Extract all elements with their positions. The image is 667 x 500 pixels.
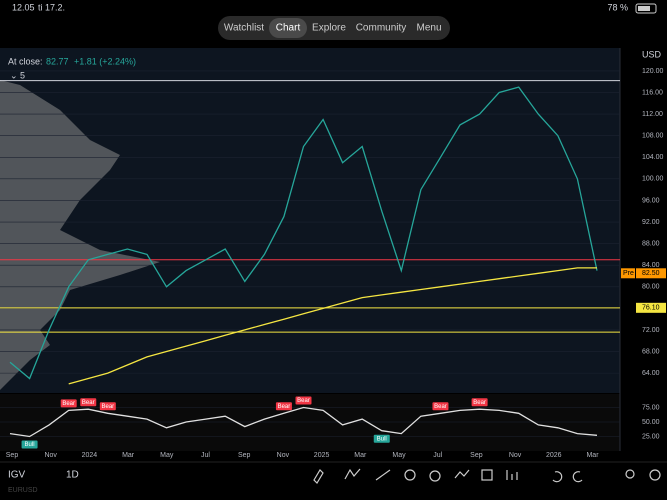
- close-label: At close:: [8, 56, 43, 66]
- signal-label: Bull: [377, 436, 387, 442]
- signal-label: Bear: [278, 404, 291, 410]
- y-tick-label: 25.00: [642, 433, 660, 440]
- price-tag: [636, 268, 666, 279]
- price-tag-prefix: Pre: [623, 270, 634, 277]
- nav-tab[interactable]: Explore: [312, 23, 346, 34]
- series-line: [9, 406, 598, 438]
- status-date: ti 17.2.: [38, 2, 65, 12]
- line-tool[interactable]: [375, 469, 391, 481]
- signal-label: Bull: [25, 442, 35, 448]
- x-tick-label: Jul: [433, 452, 442, 459]
- status-battery: 78 %: [607, 2, 628, 12]
- toolbar-icons: [313, 468, 661, 484]
- y-tick-label: 68.00: [642, 348, 660, 355]
- signal-label: Bear: [82, 400, 95, 406]
- x-tick-label: Sep: [470, 452, 483, 459]
- battery-icon: [635, 3, 657, 14]
- x-tick-label: Jul: [201, 452, 210, 459]
- y-tick-label: 88.00: [642, 240, 660, 247]
- signal-badge: [99, 402, 116, 411]
- x-tick-label: Nov: [44, 452, 57, 459]
- watch-symbol: EURUSD: [8, 487, 38, 494]
- nav-tab[interactable]: Community: [356, 23, 407, 34]
- signal-badge: [373, 434, 390, 443]
- x-tick-label: Mar: [122, 452, 135, 459]
- symbol[interactable]: IGV: [8, 470, 26, 481]
- active-tab: [269, 18, 307, 38]
- add-tool[interactable]: [404, 469, 416, 481]
- indicators-tool[interactable]: [454, 469, 470, 479]
- layout-tool[interactable]: [481, 469, 493, 481]
- y-tick-label: 92.00: [642, 219, 660, 226]
- close-value: 82.77: [46, 56, 69, 66]
- price-tag-label: 76.10: [642, 305, 660, 312]
- y-tick-label: 72.00: [642, 327, 660, 334]
- nav-tab[interactable]: Menu: [416, 23, 441, 34]
- price-pane: [0, 48, 620, 393]
- currency[interactable]: USD: [642, 49, 662, 59]
- interval[interactable]: 1D: [66, 470, 79, 481]
- location[interactable]: [625, 469, 635, 479]
- price-tag: [636, 302, 666, 313]
- signal-label: Bear: [297, 398, 310, 404]
- signal-badge: [21, 440, 38, 449]
- signal-label: Bear: [101, 404, 114, 410]
- x-tick-label: Mar: [586, 452, 599, 459]
- y-tick-label: 64.00: [642, 370, 660, 377]
- y-tick-label: 104.00: [642, 154, 664, 161]
- price-tag-label: 82.50: [642, 270, 660, 277]
- signal-label: Bear: [62, 401, 75, 407]
- signal-badge: [471, 398, 488, 407]
- x-tick-label: Sep: [238, 452, 251, 459]
- signal-label: Bear: [434, 404, 447, 410]
- x-tick-label: Nov: [277, 452, 290, 459]
- y-tick-label: 120.00: [642, 68, 664, 75]
- alert-tool[interactable]: [429, 470, 441, 482]
- y-tick-label: 100.00: [642, 176, 664, 183]
- signal-badge: [432, 402, 449, 411]
- settings[interactable]: [649, 469, 661, 481]
- undo[interactable]: [552, 471, 563, 483]
- price-tag-prefix-bg: [621, 268, 635, 279]
- interval-menu[interactable]: 5: [20, 70, 25, 80]
- x-tick-label: 2025: [314, 452, 330, 459]
- x-tick-label: Sep: [6, 452, 19, 459]
- y-tick-label: 108.00: [642, 133, 664, 140]
- signal-badge: [80, 398, 97, 407]
- x-tick-label: Mar: [354, 452, 367, 459]
- battery-level: [638, 6, 650, 11]
- x-tick-label: Nov: [509, 452, 522, 459]
- nav-tab[interactable]: Chart: [276, 23, 301, 34]
- y-tick-label: 84.00: [642, 262, 660, 269]
- y-tick-label: 75.00: [642, 404, 660, 411]
- nav-tab[interactable]: Watchlist: [224, 23, 264, 34]
- x-tick-label: 2026: [546, 452, 562, 459]
- redo[interactable]: [572, 471, 583, 483]
- signal-badge: [295, 396, 312, 405]
- y-tick-label: 96.00: [642, 197, 660, 204]
- trend-tool[interactable]: [344, 468, 361, 480]
- x-tick-label: May: [160, 452, 174, 459]
- y-tick-label: 112.00: [642, 111, 663, 118]
- y-tick-label: 50.00: [642, 419, 660, 426]
- compare-tool[interactable]: [506, 470, 518, 480]
- signal-badge: [60, 399, 77, 408]
- x-tick-label: 2024: [82, 452, 98, 459]
- close-change: +1.81 (+2.24%): [74, 56, 136, 66]
- x-tick-label: May: [392, 452, 406, 459]
- pen-tool[interactable]: [313, 469, 324, 484]
- signal-label: Bear: [473, 400, 486, 406]
- interval-caret[interactable]: ⌄: [10, 70, 18, 80]
- series-line: [9, 86, 598, 380]
- y-tick-label: 116.00: [642, 89, 663, 96]
- signal-badge: [275, 402, 292, 411]
- y-tick-label: 80.00: [642, 284, 660, 291]
- series-line: [68, 267, 597, 385]
- status-time: 12.05: [12, 2, 35, 12]
